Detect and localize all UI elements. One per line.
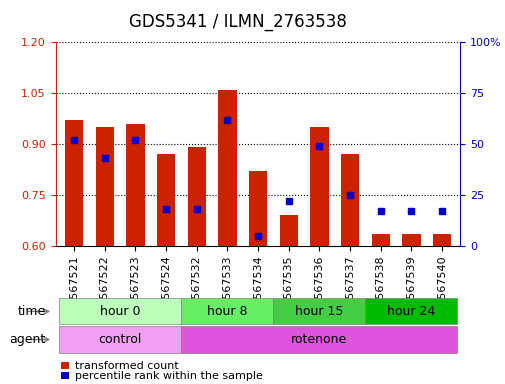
Text: rotenone: rotenone [291,333,347,346]
Bar [59,326,181,353]
Bar [65,120,83,246]
Bar [95,127,114,246]
Bar [157,154,175,246]
Text: agent: agent [9,333,45,346]
Bar [248,171,267,246]
Bar [181,298,273,324]
Bar [279,215,297,246]
Bar [187,147,206,246]
Bar [61,372,69,379]
Bar [181,326,457,353]
Text: GDS5341 / ILMN_2763538: GDS5341 / ILMN_2763538 [129,13,346,31]
Text: time: time [17,305,45,318]
Bar [218,90,236,246]
Text: hour 0: hour 0 [99,305,140,318]
Bar [340,154,359,246]
Bar [310,127,328,246]
Bar [365,298,457,324]
Bar [432,234,450,246]
Text: percentile rank within the sample: percentile rank within the sample [75,371,262,381]
Text: hour 8: hour 8 [207,305,247,318]
Bar [273,298,365,324]
Text: hour 15: hour 15 [294,305,343,318]
Bar [401,234,420,246]
Bar [371,234,389,246]
Bar [126,124,144,246]
Bar [61,362,69,369]
Text: control: control [98,333,141,346]
Text: transformed count: transformed count [75,361,178,371]
Bar [59,298,181,324]
Text: hour 24: hour 24 [386,305,435,318]
